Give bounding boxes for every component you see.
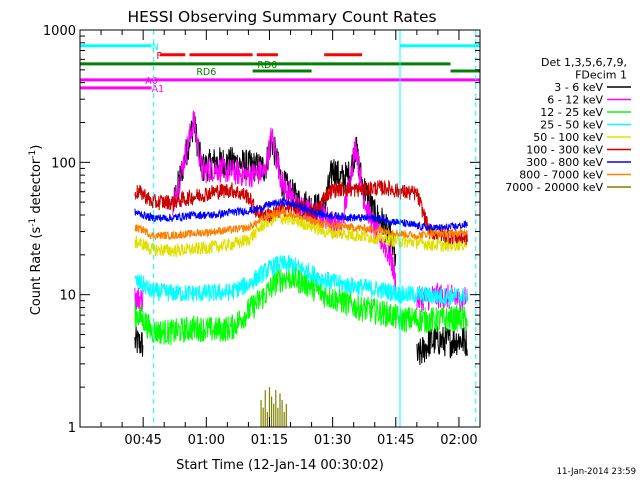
legend-entry-label: 50 - 100 keV <box>533 131 603 144</box>
y-axis-label-superscript-2: -1 <box>28 150 38 159</box>
flag-a0-label: A0 <box>145 76 158 87</box>
legend-entry-label: 7000 - 20000 keV <box>505 181 603 194</box>
x-tick-label: 01:45 <box>377 433 414 448</box>
y-tick-label: 1 <box>68 421 76 436</box>
legend-entry-label: 800 - 7000 keV <box>519 169 603 182</box>
legend-header: FDecim 1 <box>575 69 627 82</box>
plot-frame <box>79 29 481 428</box>
legend-entry-label: 100 - 300 keV <box>526 144 603 157</box>
y-tick-label: 1000 <box>43 24 76 39</box>
legend-entry-label: 300 - 800 keV <box>526 156 603 169</box>
flag-rd6-label: RD6 <box>196 67 216 78</box>
x-tick-label: 00:45 <box>124 433 161 448</box>
vertical-marker-layer <box>153 30 477 427</box>
series-300-800-kev-line <box>134 196 468 234</box>
series-100-300-kev-line <box>134 179 468 245</box>
series-50-100-kev-line <box>134 212 468 258</box>
legend-header: Det 1,3,5,6,7,9, <box>541 56 627 69</box>
axis-layer: 1 10 100 1000 00:45 01:00 01:15 01:30 01:45 02:00 <box>43 24 481 448</box>
legend-entry-label: 25 - 50 keV <box>540 119 603 132</box>
y-axis-label-superscript: -1 <box>28 218 38 227</box>
y-axis-label-end: ) <box>29 145 44 150</box>
flag-a1-label: A1 <box>152 84 165 95</box>
x-tick-label: 01:30 <box>314 433 351 448</box>
x-axis-label: Start Time (12-Jan-14 00:30:02) <box>176 458 384 473</box>
y-axis-label-middle: detector <box>29 158 44 218</box>
series-12-25-kev-line <box>134 265 468 346</box>
y-tick-label: 100 <box>51 156 76 171</box>
flag-n-label: N <box>152 42 159 53</box>
series-25-50-kev-line <box>134 254 468 306</box>
series-layer <box>134 110 468 427</box>
flag-f-label: F <box>156 51 161 62</box>
legend-entry-label: 12 - 25 keV <box>540 106 603 119</box>
generated-timestamp: 11-Jan-2014 23:59 <box>557 467 636 477</box>
x-tick-label: 02:00 <box>440 433 477 448</box>
x-tick-label: 01:15 <box>251 433 288 448</box>
y-axis-label-start: Count Rate (s <box>29 227 44 316</box>
y-axis-label: Count Rate (s-1 detector-1) <box>28 145 44 316</box>
legend-entry-label: 6 - 12 keV <box>547 94 603 107</box>
chart-title: HESSI Observing Summary Count Rates <box>127 8 436 26</box>
flag-rd0-label: RD0 <box>257 60 277 71</box>
y-tick-label: 10 <box>59 289 76 304</box>
x-tick-label: 01:00 <box>188 433 225 448</box>
legend-entry-label: 3 - 6 keV <box>554 81 603 94</box>
series-800-7000-kev-line <box>134 208 468 241</box>
